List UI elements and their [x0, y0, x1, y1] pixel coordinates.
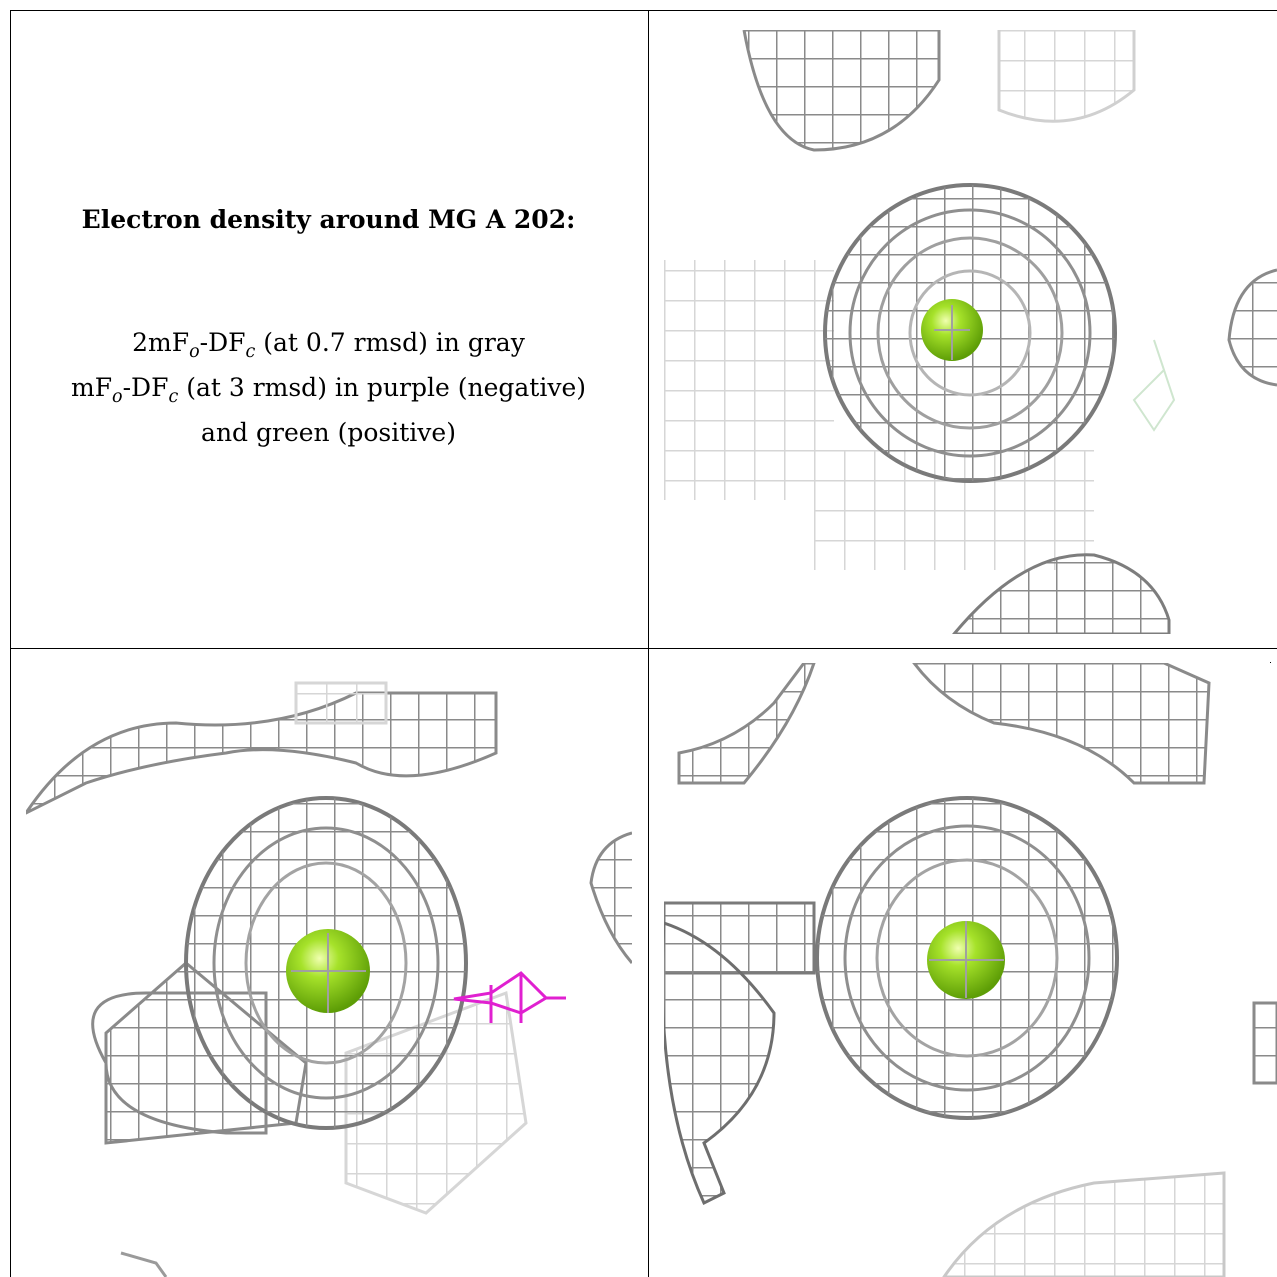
- rule-top: [10, 10, 1277, 11]
- negative-density-mesh: [453, 971, 566, 1023]
- caption-line-positive: and green (positive): [201, 418, 456, 447]
- density-mesh-svg-1: [664, 30, 1277, 634]
- rule-middle-vertical: [648, 10, 649, 1277]
- rule-left: [10, 10, 11, 1277]
- density-view-2: [26, 663, 632, 1277]
- density-mesh-svg-3: [664, 663, 1277, 1277]
- density-mesh-svg-2: [26, 681, 632, 1277]
- density-view-3: [664, 663, 1277, 1277]
- density-view-1: [664, 30, 1277, 634]
- mesh-overlay-lines: [934, 305, 970, 360]
- background-mesh-3: [664, 663, 1277, 1277]
- caption-line-2fo-dfc: 2mFo-DFc (at 0.7 rmsd) in gray: [132, 328, 525, 362]
- mesh-overlay-lines: [929, 921, 1004, 998]
- mesh-overlay-lines: [291, 933, 366, 1013]
- caption-cell: Electron density around MG A 202: 2mFo-D…: [10, 10, 647, 650]
- caption-legend: 2mFo-DFc (at 0.7 rmsd) in gray mFo-DFc (…: [10, 325, 647, 450]
- rule-middle-horizontal: [10, 648, 1277, 649]
- caption-title: Electron density around MG A 202:: [81, 205, 576, 234]
- caption-line-fo-dfc: mFo-DFc (at 3 rmsd) in purple (negative): [70, 373, 587, 407]
